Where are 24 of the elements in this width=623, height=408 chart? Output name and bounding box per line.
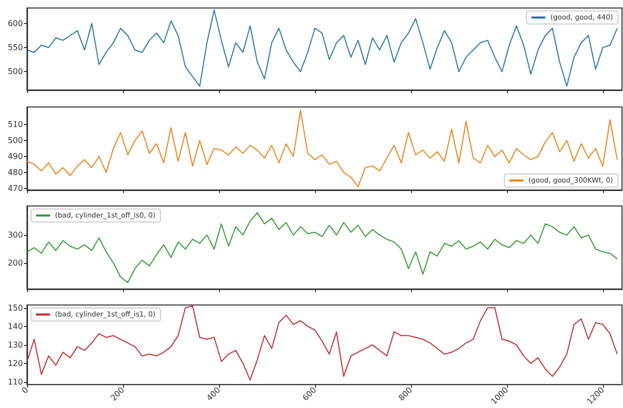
y-tick-label: 500: [8, 136, 23, 146]
y-tick-label: 140: [8, 322, 23, 331]
y-tick-label: 490: [8, 152, 23, 161]
x-tick-label: 800: [396, 385, 414, 403]
y-tick-label: 470: [8, 184, 23, 193]
y-tick-label: 110: [8, 377, 23, 386]
y-tick-label: 150: [8, 303, 23, 312]
y-tick-label: 300: [8, 230, 23, 240]
line-series: [26, 305, 618, 381]
y-tick-label: 480: [8, 168, 23, 177]
y-tick-label: 510: [8, 120, 23, 130]
y-tick-label: 500: [8, 67, 23, 76]
line-series: [26, 9, 618, 87]
y-tick-label: 550: [8, 43, 23, 52]
x-tick-label: 200: [109, 385, 126, 403]
line-series: [26, 212, 618, 284]
y-tick-label: 600: [8, 18, 23, 28]
y-tick-label: 130: [8, 340, 23, 350]
x-tick-label: 600: [300, 385, 318, 403]
line-series: [26, 110, 618, 188]
y-tick-label: 120: [8, 358, 23, 368]
x-tick-label: 400: [204, 385, 222, 403]
y-tick-label: 200: [8, 258, 23, 268]
x-tick-label: 0: [20, 385, 30, 396]
